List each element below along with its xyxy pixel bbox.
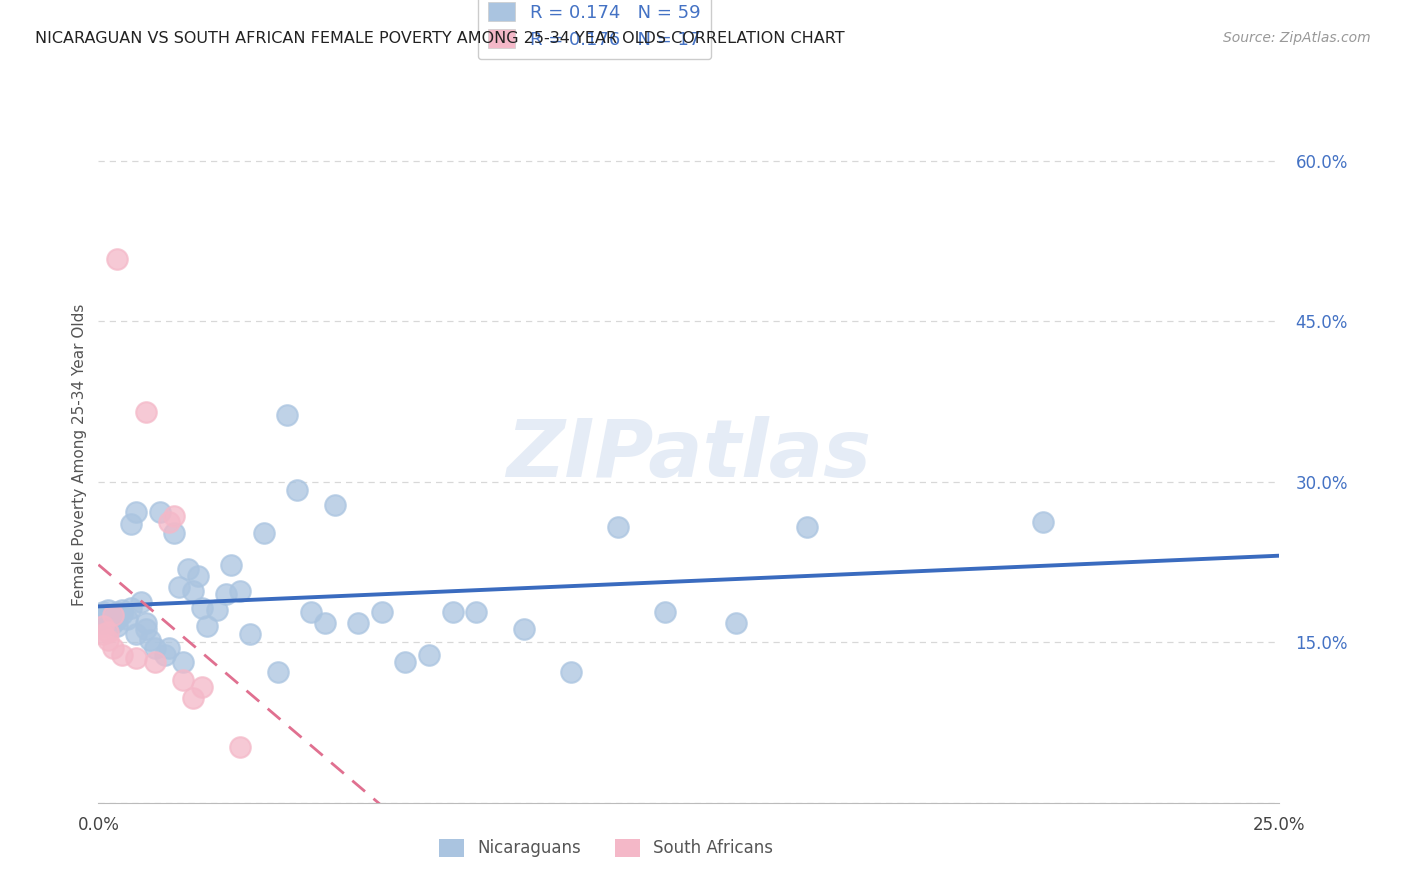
Point: [125, 626, 148, 640]
Point: [314, 615, 336, 630]
Point: [91, 626, 114, 640]
Point: [418, 648, 440, 662]
Point: [167, 580, 190, 594]
Point: [347, 615, 370, 630]
Point: [465, 605, 488, 619]
Point: [172, 673, 194, 687]
Point: [172, 655, 194, 669]
Legend: Nicaraguans, South Africans: Nicaraguans, South Africans: [433, 832, 780, 864]
Point: [101, 608, 124, 623]
Point: [105, 612, 128, 626]
Point: [205, 603, 228, 617]
Point: [115, 612, 138, 626]
Point: [91, 605, 114, 619]
Point: [219, 558, 242, 573]
Point: [725, 615, 748, 630]
Point: [1032, 516, 1054, 530]
Point: [191, 601, 214, 615]
Point: [177, 562, 200, 576]
Point: [229, 740, 252, 755]
Point: [796, 519, 818, 533]
Point: [512, 623, 534, 637]
Point: [187, 569, 209, 583]
Point: [97, 624, 120, 639]
Point: [135, 615, 157, 630]
Point: [121, 601, 143, 615]
Point: [135, 623, 157, 637]
Point: [97, 633, 120, 648]
Point: [101, 615, 124, 630]
Point: [157, 640, 180, 655]
Point: [276, 409, 298, 423]
Point: [239, 626, 262, 640]
Point: [91, 615, 114, 630]
Point: [323, 498, 346, 512]
Point: [163, 508, 186, 523]
Point: [153, 648, 176, 662]
Point: [105, 619, 128, 633]
Point: [163, 526, 186, 541]
Point: [560, 665, 582, 680]
Point: [215, 587, 238, 601]
Point: [105, 605, 128, 619]
Point: [129, 594, 152, 608]
Point: [143, 655, 166, 669]
Point: [285, 483, 308, 498]
Point: [607, 519, 630, 533]
Point: [253, 526, 276, 541]
Point: [101, 640, 124, 655]
Point: [143, 640, 166, 655]
Point: [97, 603, 120, 617]
Y-axis label: Female Poverty Among 25-34 Year Olds: Female Poverty Among 25-34 Year Olds: [72, 304, 87, 606]
Point: [191, 680, 214, 694]
Point: [91, 619, 114, 633]
Point: [111, 603, 134, 617]
Point: [105, 252, 128, 266]
Text: NICARAGUAN VS SOUTH AFRICAN FEMALE POVERTY AMONG 25-34 YEAR OLDS CORRELATION CHA: NICARAGUAN VS SOUTH AFRICAN FEMALE POVER…: [35, 31, 845, 46]
Point: [157, 516, 180, 530]
Point: [121, 517, 143, 532]
Point: [97, 614, 120, 628]
Point: [97, 608, 120, 623]
Point: [299, 605, 322, 619]
Text: Source: ZipAtlas.com: Source: ZipAtlas.com: [1223, 31, 1371, 45]
Point: [111, 648, 134, 662]
Point: [267, 665, 290, 680]
Point: [181, 583, 204, 598]
Point: [111, 607, 134, 622]
Point: [135, 405, 157, 419]
Point: [139, 633, 162, 648]
Point: [101, 608, 124, 623]
Point: [149, 505, 172, 519]
Point: [181, 690, 204, 705]
Point: [195, 619, 218, 633]
Point: [91, 610, 114, 624]
Point: [371, 605, 394, 619]
Point: [441, 605, 464, 619]
Point: [125, 651, 148, 665]
Text: ZIPatlas: ZIPatlas: [506, 416, 872, 494]
Point: [394, 655, 416, 669]
Point: [654, 605, 676, 619]
Point: [229, 583, 252, 598]
Point: [125, 505, 148, 519]
